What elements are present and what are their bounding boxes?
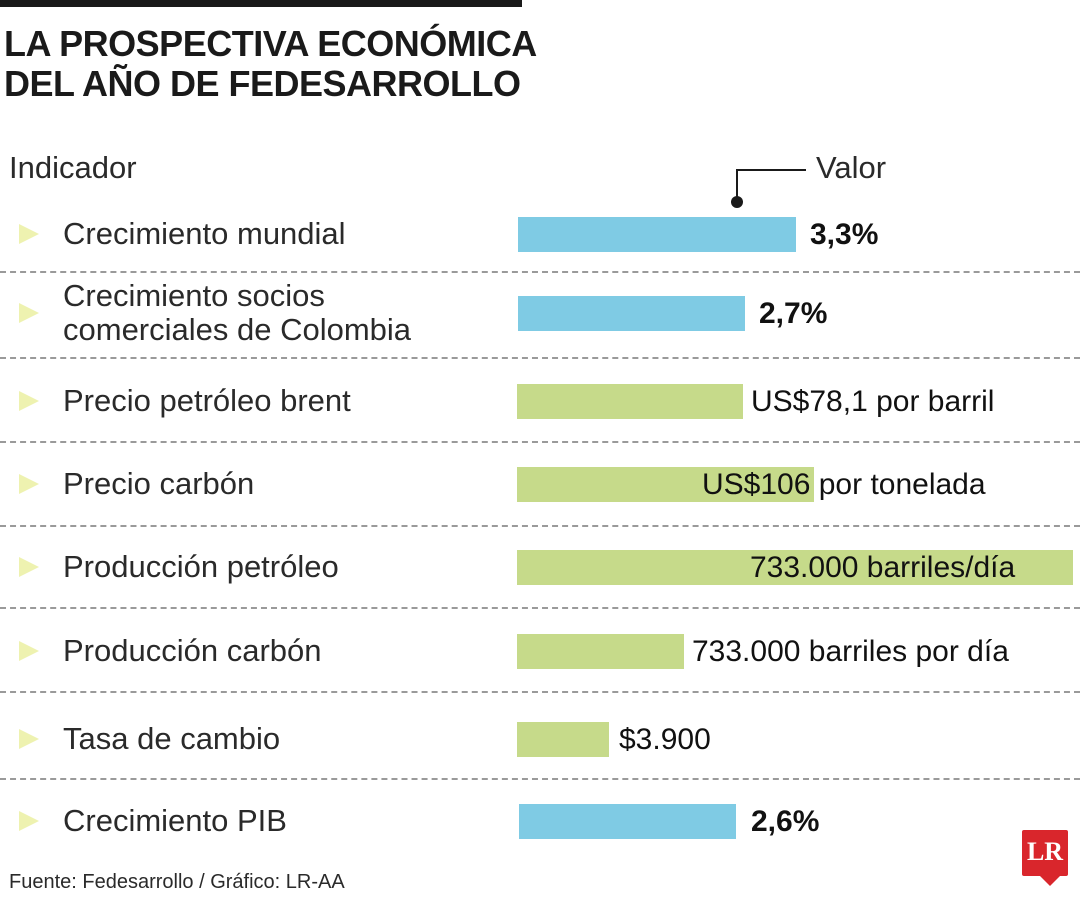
row-divider bbox=[0, 607, 1080, 609]
row-label-line: Producción petróleo bbox=[63, 549, 339, 584]
leader-line bbox=[736, 169, 806, 201]
title-line-1: LA PROSPECTIVA ECONÓMICA bbox=[4, 23, 537, 64]
row-bar bbox=[518, 296, 745, 331]
chart-title: LA PROSPECTIVA ECONÓMICA DEL AÑO DE FEDE… bbox=[4, 24, 537, 104]
row-label: Precio carbón bbox=[63, 467, 254, 501]
row-arrow-icon bbox=[19, 303, 39, 323]
row-label-line: Precio petróleo brent bbox=[63, 383, 351, 418]
row-arrow-icon bbox=[19, 729, 39, 749]
row-arrow-icon bbox=[19, 811, 39, 831]
row-label: Crecimiento mundial bbox=[63, 217, 346, 251]
row-bar bbox=[518, 217, 796, 252]
row-label-line: Crecimiento socios bbox=[63, 278, 325, 313]
header-value: Valor bbox=[816, 150, 887, 185]
row-arrow-icon bbox=[19, 474, 39, 494]
top-rule bbox=[0, 0, 522, 7]
row-arrow-icon bbox=[19, 641, 39, 661]
row-bar bbox=[519, 804, 736, 839]
row-label: Tasa de cambio bbox=[63, 722, 280, 756]
row-divider bbox=[0, 778, 1080, 780]
row-value: US$106 por tonelada bbox=[702, 468, 986, 501]
row-bar bbox=[517, 634, 684, 669]
row-bar bbox=[517, 384, 743, 419]
row-bar bbox=[517, 550, 1073, 585]
row-label: Producción carbón bbox=[63, 634, 322, 668]
row-label-line: Precio carbón bbox=[63, 466, 255, 501]
lr-logo: LR bbox=[1022, 830, 1068, 886]
source-note: Fuente: Fedesarrollo / Gráfico: LR-AA bbox=[9, 871, 345, 893]
logo-box bbox=[1022, 830, 1068, 876]
row-value: 733.000 barriles por día bbox=[692, 635, 1009, 668]
header-indicator: Indicador bbox=[9, 150, 137, 185]
row-label-line: Crecimiento mundial bbox=[63, 216, 346, 251]
row-label: Producción petróleo bbox=[63, 550, 339, 584]
row-divider bbox=[0, 691, 1080, 693]
logo-tail bbox=[1040, 876, 1060, 886]
row-divider bbox=[0, 441, 1080, 443]
row-value: US$78,1 por barril bbox=[751, 385, 995, 418]
row-divider bbox=[0, 271, 1080, 273]
row-value: 3,3% bbox=[810, 218, 879, 251]
row-value: $3.900 bbox=[619, 723, 711, 756]
row-label-line: Producción carbón bbox=[63, 633, 322, 668]
row-arrow-icon bbox=[19, 224, 39, 244]
row-bar bbox=[517, 722, 609, 757]
row-value: 2,7% bbox=[759, 297, 828, 330]
row-label: Precio petróleo brent bbox=[63, 384, 351, 418]
row-arrow-icon bbox=[19, 557, 39, 577]
row-label-line: Crecimiento PIB bbox=[63, 803, 287, 838]
logo-text: LR bbox=[1026, 837, 1064, 866]
leader-dot bbox=[731, 196, 743, 208]
row-divider bbox=[0, 357, 1080, 359]
row-label: Crecimiento PIB bbox=[63, 804, 287, 838]
row-arrow-icon bbox=[19, 391, 39, 411]
title-line-2: DEL AÑO DE FEDESARROLLO bbox=[4, 63, 521, 104]
row-bar bbox=[517, 467, 814, 502]
row-label-line: Tasa de cambio bbox=[63, 721, 281, 756]
row-label: Crecimiento socios comerciales de Colombi… bbox=[63, 279, 411, 347]
row-value: 2,6% bbox=[751, 805, 820, 838]
row-divider bbox=[0, 525, 1080, 527]
row-value: 733.000 barriles/día bbox=[750, 551, 1016, 584]
row-label-line: comerciales de Colombia bbox=[63, 312, 412, 347]
